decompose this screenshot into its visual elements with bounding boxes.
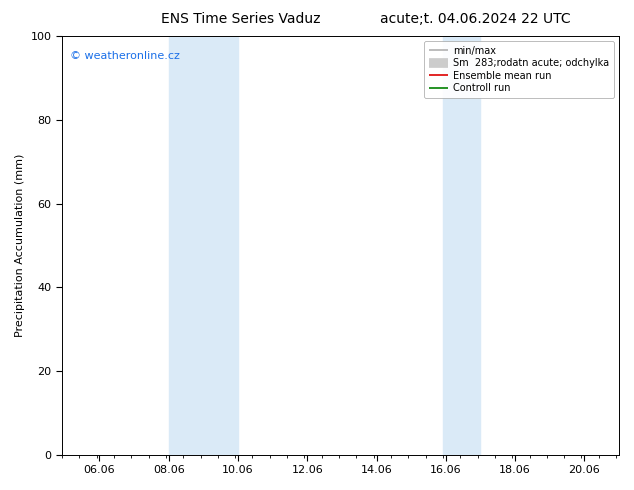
- Bar: [169, 36, 238, 455]
- Y-axis label: Precipitation Accumulation (mm): Precipitation Accumulation (mm): [15, 154, 25, 337]
- Text: © weatheronline.cz: © weatheronline.cz: [70, 51, 180, 61]
- Legend: min/max, Sm  283;rodatn acute; odchylka, Ensemble mean run, Controll run: min/max, Sm 283;rodatn acute; odchylka, …: [424, 41, 614, 98]
- Text: ENS Time Series Vaduz: ENS Time Series Vaduz: [161, 12, 321, 26]
- Text: acute;t. 04.06.2024 22 UTC: acute;t. 04.06.2024 22 UTC: [380, 12, 571, 26]
- Bar: [443, 36, 481, 455]
